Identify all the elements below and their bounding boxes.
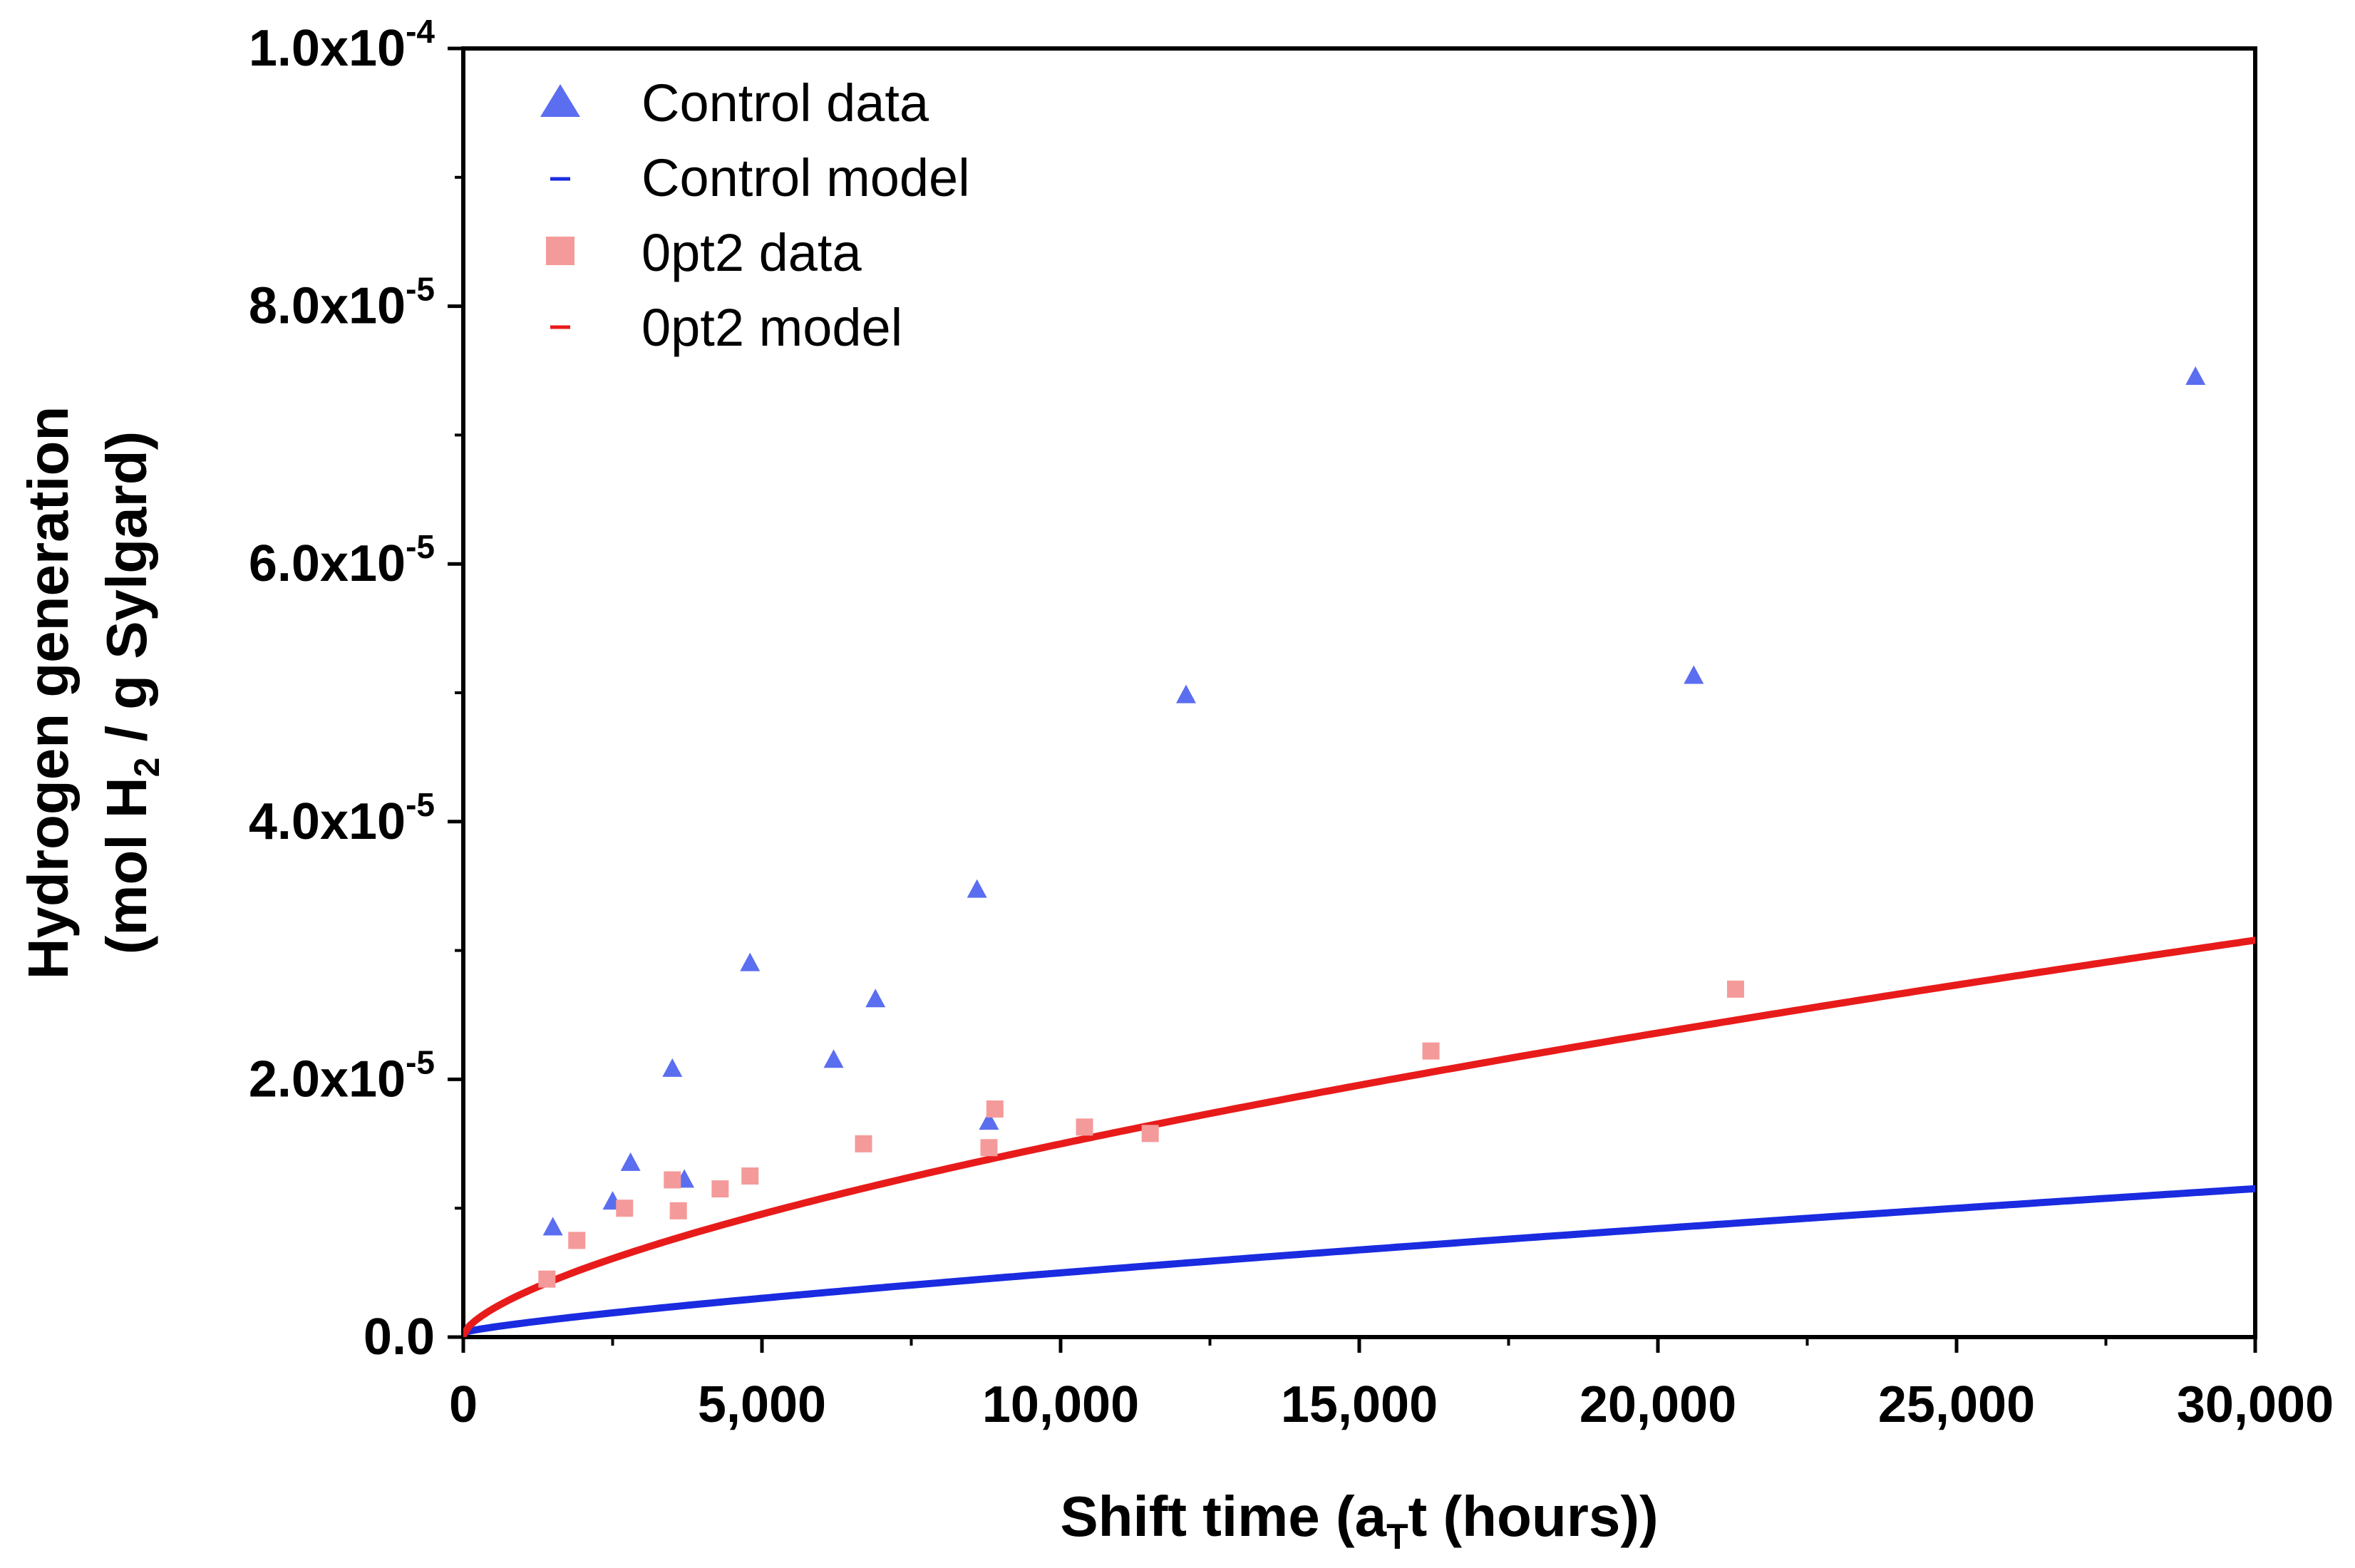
0pt2-data-point — [538, 1270, 556, 1288]
0pt2-model-line — [463, 937, 2255, 1337]
x-tick-label: 20,000 — [1580, 1376, 1736, 1433]
y-axis: 0.0 2.0x10-5 4.0x10-5 6.0x10-5 8.0x10-5 1.0x1… — [249, 13, 463, 1366]
control-data-point — [1175, 684, 1196, 703]
legend-label-control-model: Control model — [641, 148, 970, 207]
0pt2-data-point — [616, 1200, 634, 1217]
0pt2-data-point — [1726, 980, 1744, 998]
control-data-point — [979, 1111, 999, 1130]
0pt2-data-point — [1076, 1118, 1093, 1136]
control-data-point — [823, 1049, 844, 1068]
x-tick-label: 30,000 — [2177, 1376, 2334, 1433]
y-tick-label: 1.0x10-4 — [249, 13, 436, 77]
0pt2-data-point — [741, 1167, 759, 1185]
x-tick-label: 15,000 — [1281, 1376, 1438, 1433]
0pt2-data-point — [669, 1202, 687, 1219]
legend-label-control-data: Control data — [641, 73, 929, 133]
x-axis-title: Shift time (aTt (hours)) — [1060, 1485, 1658, 1557]
x-tick-label: 5,000 — [698, 1376, 826, 1433]
y-tick-label: 6.0x10-5 — [249, 528, 435, 592]
control-data-point — [1684, 665, 1704, 684]
control-data-point — [865, 989, 886, 1008]
legend-label-0pt2-data: 0pt2 data — [641, 223, 862, 282]
control-data-point — [542, 1217, 563, 1236]
x-tick-label: 25,000 — [1878, 1376, 2035, 1433]
y-tick-label: 0.0 — [364, 1309, 435, 1366]
x-tick-label: 10,000 — [982, 1376, 1139, 1433]
0pt2-data-point — [980, 1139, 998, 1157]
x-axis: 0 5,000 10,000 15,000 20,000 25,000 30,000 — [449, 1337, 2334, 1433]
control-data-point — [967, 879, 987, 898]
0pt2-data-point — [664, 1171, 681, 1189]
data-markers — [538, 366, 2206, 1288]
control-model-line — [463, 1185, 2255, 1336]
model-lines — [463, 937, 2255, 1337]
y-tick-label: 8.0x10-5 — [249, 271, 435, 335]
y-tick-label: 4.0x10-5 — [249, 786, 435, 850]
legend-marker-control-data — [540, 84, 580, 117]
legend-marker-0pt2-data — [546, 237, 574, 265]
0pt2-data-point — [986, 1100, 1004, 1118]
x-tick-label: 0 — [449, 1376, 478, 1433]
control-data-point — [2185, 366, 2206, 386]
control-data-point — [740, 952, 761, 971]
0pt2-data-point — [855, 1135, 872, 1152]
control-data-point — [662, 1058, 683, 1077]
legend: Control data Control model 0pt2 data 0pt… — [540, 73, 970, 357]
0pt2-data-point — [1141, 1125, 1159, 1143]
control-data-point — [620, 1152, 641, 1171]
0pt2-data-point — [711, 1180, 729, 1198]
0pt2-data-point — [1422, 1042, 1440, 1060]
0pt2-data-point — [568, 1232, 586, 1249]
y-axis-title-line2: (mol H2 / g Sylgard) — [95, 431, 167, 955]
y-axis-title-line1: Hydrogen generation — [16, 406, 80, 980]
y-tick-label: 2.0x10-5 — [249, 1043, 435, 1108]
legend-label-0pt2-model: 0pt2 model — [641, 298, 902, 357]
